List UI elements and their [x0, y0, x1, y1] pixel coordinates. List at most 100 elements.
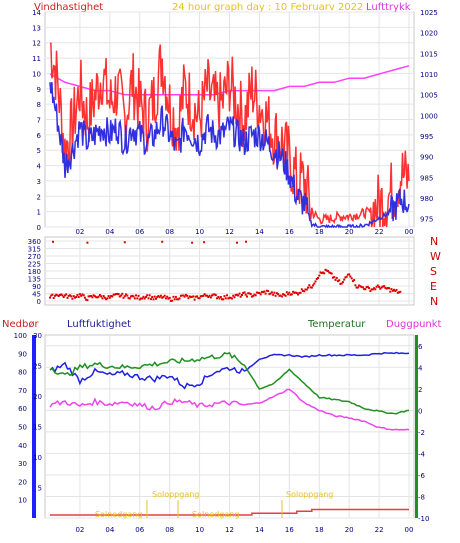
direction-dot	[270, 291, 273, 294]
direction-dot	[229, 296, 232, 299]
direction-dot	[239, 295, 242, 298]
direction-dot	[201, 295, 204, 298]
direction-dot	[150, 298, 152, 301]
direction-dot	[203, 293, 206, 296]
direction-dot	[71, 297, 74, 300]
direction-dot	[275, 292, 278, 295]
climate-x-tick: 20	[345, 526, 354, 534]
direction-dot	[379, 287, 382, 290]
direction-dot	[298, 292, 301, 294]
direction-dot	[176, 298, 179, 301]
wind-x-tick: 00	[405, 228, 414, 236]
direction-dot	[52, 240, 54, 243]
direction-dot	[196, 295, 199, 298]
direction-dot	[51, 293, 54, 296]
direction-dot	[174, 295, 177, 298]
direction-dot	[93, 295, 96, 298]
direction-dot	[289, 293, 292, 296]
temperature-y-tick: 2	[418, 386, 422, 394]
direction-dot	[308, 284, 311, 287]
direction-dot	[203, 241, 206, 244]
direction-dot	[292, 290, 295, 293]
sunrise-1-text: Soloppgang	[152, 490, 199, 499]
direction-dot	[237, 294, 240, 297]
direction-dot	[247, 292, 250, 295]
wind-x-tick: 14	[255, 228, 264, 236]
direction-dot	[363, 288, 366, 291]
direction-dot	[366, 285, 369, 288]
direction-dot	[339, 282, 342, 285]
direction-dot	[102, 295, 105, 297]
direction-dot	[269, 292, 272, 295]
direction-dot	[217, 296, 220, 298]
direction-dot	[54, 294, 56, 297]
direction-dot	[197, 297, 200, 300]
direction-dot	[168, 296, 171, 299]
direction-dot	[82, 294, 85, 297]
direction-dot	[262, 291, 265, 293]
direction-dot	[328, 271, 331, 274]
direction-dot	[141, 297, 144, 300]
direction-dot	[108, 296, 111, 299]
direction-dot	[358, 284, 361, 287]
direction-dot	[163, 294, 166, 297]
direction-dot	[221, 298, 223, 301]
direction-dot	[177, 298, 180, 301]
direction-dot	[161, 296, 164, 299]
direction-dot	[49, 296, 51, 299]
direction-dot	[121, 292, 124, 295]
compass-label: E	[430, 280, 437, 293]
direction-dot	[85, 298, 88, 301]
direction-dot	[92, 294, 95, 297]
direction-y-tick: 135	[28, 276, 41, 284]
climate-x-tick: 10	[195, 526, 204, 534]
direction-dot	[282, 293, 285, 296]
direction-dot	[101, 297, 104, 300]
direction-dot	[332, 276, 334, 279]
direction-dot	[95, 296, 98, 299]
temperature-y-tick: -2	[418, 429, 425, 437]
humidity-y-tick: 5	[38, 485, 42, 493]
direction-dot	[120, 294, 123, 297]
direction-dot	[126, 294, 129, 297]
direction-dot	[125, 293, 127, 296]
direction-dot	[50, 294, 53, 297]
direction-dot	[76, 294, 79, 296]
direction-dot	[346, 273, 349, 276]
wind-y-tick: 5	[37, 147, 41, 155]
direction-dot	[309, 286, 312, 289]
direction-dot	[167, 297, 170, 300]
direction-dot	[389, 290, 392, 293]
direction-dot	[295, 292, 298, 295]
direction-dot	[66, 296, 69, 299]
temperature-line	[49, 351, 410, 415]
direction-dot	[122, 296, 125, 299]
climate-x-tick: 12	[225, 526, 234, 534]
direction-dot	[236, 241, 238, 244]
direction-dot	[252, 294, 255, 297]
direction-dot	[384, 286, 387, 289]
direction-dot	[169, 299, 172, 302]
direction-dot	[299, 291, 302, 294]
direction-y-tick: 45	[32, 291, 41, 299]
direction-dot	[383, 285, 386, 288]
direction-dot	[228, 296, 231, 299]
compass-label: N	[430, 295, 438, 308]
direction-dot	[370, 288, 373, 291]
direction-dot	[137, 294, 140, 297]
direction-dot	[183, 295, 186, 298]
wind-x-tick: 22	[375, 228, 384, 236]
wind-y-tick: 6	[37, 132, 42, 140]
direction-dot	[354, 284, 357, 287]
direction-y-tick: 90	[32, 283, 41, 291]
temperature-y-tick: 0	[418, 407, 422, 415]
direction-dot	[325, 269, 328, 272]
direction-dot	[390, 288, 393, 291]
wind-speed-label: Vindhastighet	[34, 2, 103, 13]
direction-dot	[344, 276, 347, 279]
direction-dot	[199, 295, 202, 298]
direction-dot	[146, 294, 149, 297]
direction-dot	[209, 296, 212, 299]
direction-dot	[287, 293, 290, 296]
